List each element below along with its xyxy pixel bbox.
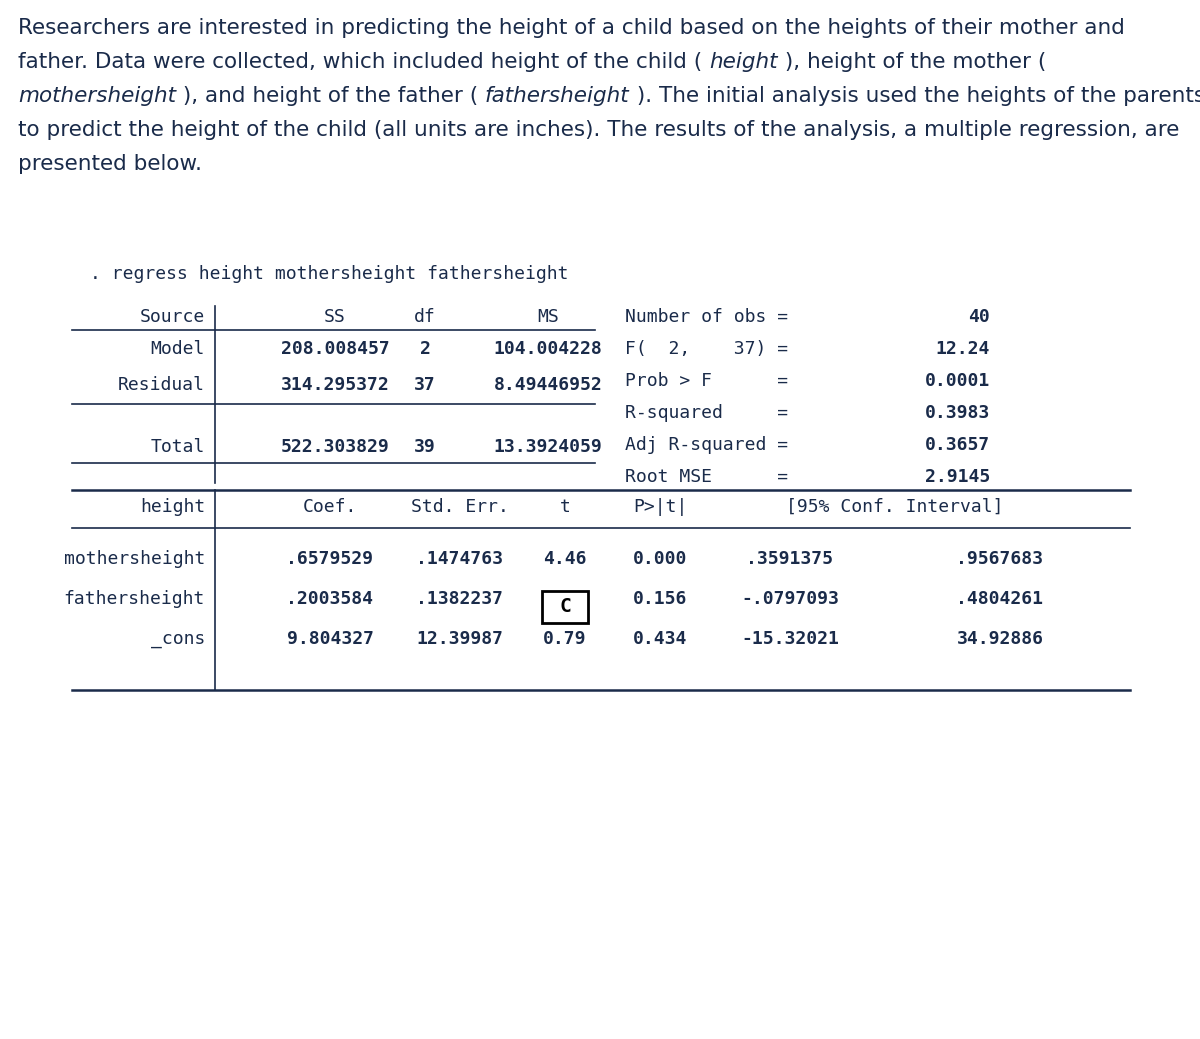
Text: SS: SS	[324, 308, 346, 326]
Text: 0.3657: 0.3657	[925, 436, 990, 454]
Text: df: df	[414, 308, 436, 326]
Text: .9567683: .9567683	[956, 550, 1044, 568]
Text: -.0797093: -.0797093	[742, 590, 839, 608]
Text: height: height	[709, 52, 778, 72]
Text: 2: 2	[420, 340, 431, 358]
Text: 0.0001: 0.0001	[925, 372, 990, 390]
Text: Number of obs =: Number of obs =	[625, 308, 788, 326]
Text: 12.24: 12.24	[936, 340, 990, 358]
Text: mothersheight: mothersheight	[64, 550, 205, 568]
Text: 12.39987: 12.39987	[416, 630, 504, 648]
Text: 13.3924059: 13.3924059	[493, 438, 602, 456]
Text: .4804261: .4804261	[956, 590, 1044, 608]
Text: Std. Err.: Std. Err.	[412, 498, 509, 516]
Text: MS: MS	[538, 308, 559, 326]
Text: 314.295372: 314.295372	[281, 376, 389, 394]
Text: 104.004228: 104.004228	[493, 340, 602, 358]
Text: 0.156: 0.156	[632, 590, 688, 608]
Text: 522.303829: 522.303829	[281, 438, 389, 456]
Text: height: height	[139, 498, 205, 516]
Text: fathersheight: fathersheight	[64, 590, 205, 608]
Text: [95% Conf. Interval]: [95% Conf. Interval]	[786, 498, 1003, 516]
Text: Prob > F      =: Prob > F =	[625, 372, 788, 390]
Text: ), and height of the father (: ), and height of the father (	[176, 86, 485, 106]
Text: ). The initial analysis used the heights of the parents: ). The initial analysis used the heights…	[630, 86, 1200, 106]
Text: Root MSE      =: Root MSE =	[625, 468, 788, 486]
Text: 34.92886: 34.92886	[956, 630, 1044, 648]
Text: .2003584: .2003584	[287, 590, 373, 608]
Text: R-squared     =: R-squared =	[625, 404, 788, 422]
Text: to predict the height of the child (all units are inches). The results of the an: to predict the height of the child (all …	[18, 119, 1180, 140]
Text: 2.9145: 2.9145	[925, 468, 990, 486]
Text: Source: Source	[139, 308, 205, 326]
Text: . regress height mothersheight fathersheight: . regress height mothersheight fathershe…	[90, 265, 569, 283]
Text: Coef.: Coef.	[302, 498, 358, 516]
Text: .1474763: .1474763	[416, 550, 504, 568]
Text: mothersheight: mothersheight	[18, 86, 176, 106]
Text: 39: 39	[414, 438, 436, 456]
Text: presented below.: presented below.	[18, 154, 202, 174]
Text: .3591375: .3591375	[746, 550, 834, 568]
Text: t: t	[559, 498, 570, 516]
Text: 0.434: 0.434	[632, 630, 688, 648]
Text: Adj R-squared =: Adj R-squared =	[625, 436, 788, 454]
Text: 9.804327: 9.804327	[287, 630, 373, 648]
Text: Residual: Residual	[118, 376, 205, 394]
Text: _cons: _cons	[151, 630, 205, 648]
Text: 0.000: 0.000	[632, 550, 688, 568]
Text: ), height of the mother (: ), height of the mother (	[778, 52, 1045, 72]
Text: .6579529: .6579529	[287, 550, 373, 568]
Text: 8.49446952: 8.49446952	[493, 376, 602, 394]
Text: .1382237: .1382237	[416, 590, 504, 608]
Text: Total: Total	[151, 438, 205, 456]
FancyBboxPatch shape	[542, 591, 588, 623]
Text: 4.46: 4.46	[544, 550, 587, 568]
Text: Model: Model	[151, 340, 205, 358]
Text: 37: 37	[414, 376, 436, 394]
Text: 0.79: 0.79	[544, 630, 587, 648]
Text: P>|t|: P>|t|	[632, 498, 688, 516]
Text: C: C	[559, 597, 571, 616]
Text: F(  2,    37) =: F( 2, 37) =	[625, 340, 788, 358]
Text: fathersheight: fathersheight	[485, 86, 630, 106]
Text: 208.008457: 208.008457	[281, 340, 389, 358]
Text: Researchers are interested in predicting the height of a child based on the heig: Researchers are interested in predicting…	[18, 18, 1124, 38]
Text: 0.3983: 0.3983	[925, 404, 990, 422]
Text: father. Data were collected, which included height of the child (: father. Data were collected, which inclu…	[18, 52, 709, 72]
Text: -15.32021: -15.32021	[742, 630, 839, 648]
Text: 40: 40	[968, 308, 990, 326]
